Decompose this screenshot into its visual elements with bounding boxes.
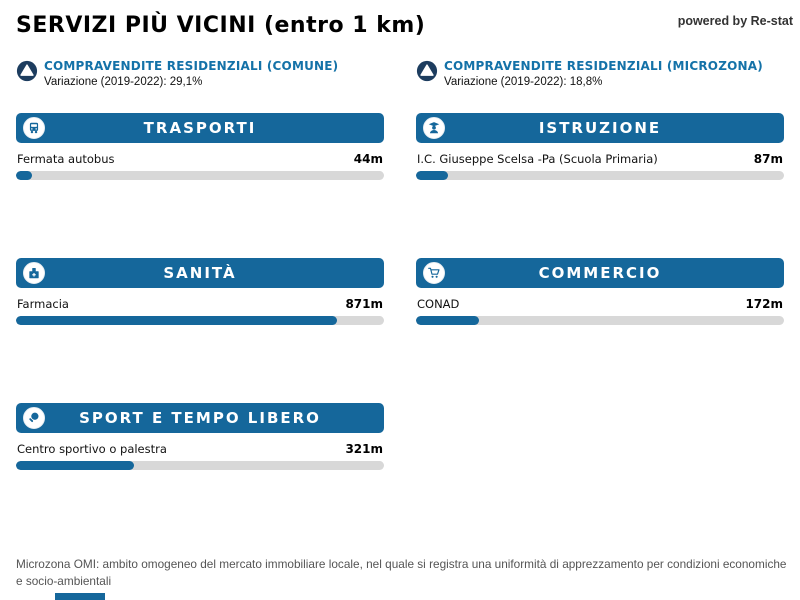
service-distance: 871m	[345, 297, 383, 311]
student-icon	[423, 117, 445, 139]
card-title: SPORT E TEMPO LIBERO	[79, 409, 321, 427]
arrow-up-circle-icon	[16, 60, 38, 82]
service-name: CONAD	[417, 297, 460, 311]
distance-bar-track	[16, 461, 384, 470]
service-name: Centro sportivo o palestra	[17, 442, 167, 456]
bus-icon	[23, 117, 45, 139]
card-sanita: SANITÀ Farmacia 871m	[16, 258, 384, 325]
cutoff-bar-fragment	[55, 593, 105, 600]
service-distance: 44m	[353, 152, 383, 166]
service-name: I.C. Giuseppe Scelsa -Pa (Scuola Primari…	[417, 152, 658, 166]
stat-label: COMPRAVENDITE RESIDENZIALI (MICROZONA)	[444, 59, 763, 73]
service-distance: 321m	[345, 442, 383, 456]
distance-bar-track	[16, 316, 384, 325]
stat-label: COMPRAVENDITE RESIDENZIALI (COMUNE)	[44, 59, 339, 73]
distance-bar-fill	[16, 461, 135, 470]
card-header: TRASPORTI	[16, 113, 384, 143]
stat-compravendite-microzona: COMPRAVENDITE RESIDENZIALI (MICROZONA) V…	[416, 59, 763, 88]
service-item: Centro sportivo o palestra 321m	[16, 442, 384, 456]
microzona-footnote: Microzona OMI: ambito omogeneo del merca…	[16, 557, 787, 588]
card-title: TRASPORTI	[143, 119, 257, 137]
service-distance: 172m	[745, 297, 783, 311]
card-sport-tempo-libero: SPORT E TEMPO LIBERO Centro sportivo o p…	[16, 403, 384, 470]
card-title: SANITÀ	[163, 264, 237, 282]
stat-variation: Variazione (2019-2022): 18,8%	[444, 75, 603, 88]
card-header: SPORT E TEMPO LIBERO	[16, 403, 384, 433]
card-header: SANITÀ	[16, 258, 384, 288]
service-item: Farmacia 871m	[16, 297, 384, 311]
service-item: I.C. Giuseppe Scelsa -Pa (Scuola Primari…	[416, 152, 784, 166]
distance-bar-track	[416, 171, 784, 180]
distance-bar-fill	[16, 316, 337, 325]
cart-icon	[423, 262, 445, 284]
stat-compravendite-comune: COMPRAVENDITE RESIDENZIALI (COMUNE) Vari…	[16, 59, 339, 88]
service-name: Farmacia	[17, 297, 69, 311]
stat-variation: Variazione (2019-2022): 29,1%	[44, 75, 203, 88]
card-header: COMMERCIO	[416, 258, 784, 288]
distance-bar-track	[416, 316, 784, 325]
distance-bar-track	[16, 171, 384, 180]
arrow-up-circle-icon	[416, 60, 438, 82]
card-title: COMMERCIO	[538, 264, 662, 282]
paddle-icon	[23, 407, 45, 429]
card-header: ISTRUZIONE	[416, 113, 784, 143]
card-commercio: COMMERCIO CONAD 172m	[416, 258, 784, 325]
distance-bar-fill	[416, 171, 449, 180]
card-trasporti: TRASPORTI Fermata autobus 44m	[16, 113, 384, 180]
page-title: SERVIZI PIÙ VICINI (entro 1 km)	[16, 13, 426, 38]
distance-bar-fill	[416, 316, 480, 325]
card-istruzione: ISTRUZIONE I.C. Giuseppe Scelsa -Pa (Scu…	[416, 113, 784, 180]
service-name: Fermata autobus	[17, 152, 115, 166]
card-title: ISTRUZIONE	[538, 119, 662, 137]
distance-bar-fill	[16, 171, 33, 180]
hospital-icon	[23, 262, 45, 284]
powered-by-label: powered by Re-stat	[677, 14, 793, 28]
service-distance: 87m	[753, 152, 783, 166]
service-item: Fermata autobus 44m	[16, 152, 384, 166]
service-item: CONAD 172m	[416, 297, 784, 311]
